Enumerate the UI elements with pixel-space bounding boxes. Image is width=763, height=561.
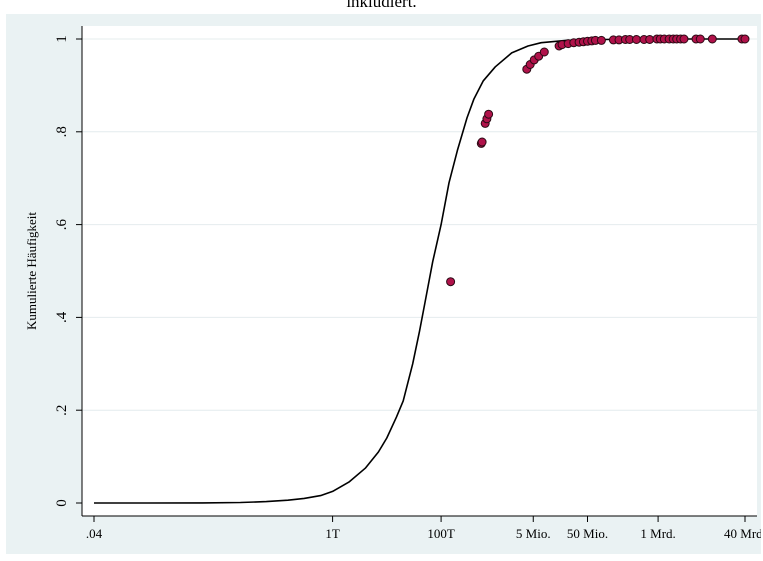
scatter-point — [484, 109, 494, 119]
scatter-point — [596, 35, 606, 45]
x-tick-label: 100T — [427, 526, 455, 541]
x-tick-label: 5 Mio. — [516, 526, 551, 541]
scatter-point — [707, 34, 717, 44]
x-tick-label: .04 — [86, 526, 103, 541]
y-tick-label: .8 — [54, 126, 70, 137]
scatter-point — [446, 277, 456, 287]
y-tick-label: 0 — [54, 499, 70, 507]
y-tick-label: 1 — [54, 35, 70, 43]
y-axis-title: Kumulierte Häufigkeit — [24, 212, 39, 330]
x-tick-label: 40 Mrd. — [724, 526, 761, 541]
scatter-point — [477, 137, 487, 147]
scatter-point — [632, 35, 641, 44]
y-tick-label: .2 — [54, 405, 70, 416]
x-tick-label: 1T — [325, 526, 340, 541]
chart-panel: 0 .2 .4 .6 .8 1 .04 1T 100T 5 Mio. 50 Mio. 1 Mrd. 40… — [6, 14, 761, 554]
cdf-line — [94, 38, 745, 504]
scatter-point — [679, 34, 689, 44]
y-tick-label: .4 — [54, 311, 70, 323]
y-tick-label: .6 — [54, 218, 70, 230]
plot-area — [82, 26, 757, 516]
scatter-point — [539, 47, 549, 57]
chart-svg: 0 .2 .4 .6 .8 1 .04 1T 100T 5 Mio. 50 Mio. 1 Mrd. 40… — [24, 26, 761, 541]
scatter-point — [695, 34, 705, 44]
x-tick-label: 1 Mrd. — [640, 526, 675, 541]
x-tick-label: 50 Mio. — [567, 526, 608, 541]
chart-caption: inkludiert. — [346, 0, 417, 11]
scatter-point — [740, 34, 750, 44]
